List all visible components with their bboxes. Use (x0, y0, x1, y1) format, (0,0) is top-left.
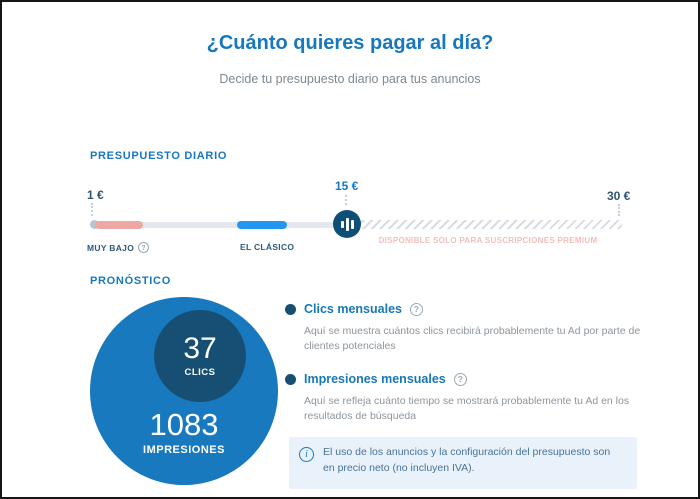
impressions-figure: 1083 IMPRESIONES (90, 409, 278, 456)
budget-section-label: PRESUPUESTO DIARIO (90, 150, 228, 162)
clicks-description: Aquí se muestra cuántos clics recibirá p… (304, 325, 641, 353)
tier-low-label: MUY BAJO ? (87, 242, 150, 253)
page-subtitle: Decide tu presupuesto diario para tus an… (219, 72, 481, 86)
budget-current-label: 15 € (335, 179, 359, 193)
max-tick-line (618, 204, 620, 216)
vat-info-box: i El uso de los anuncios y la configurac… (289, 437, 637, 489)
clicks-heading-row: Clics mensuales ? (285, 302, 423, 316)
clicks-heading: Clics mensuales (304, 302, 402, 316)
premium-locked-segment (354, 220, 622, 229)
current-tick-line (345, 195, 347, 205)
impressions-bubble: 37 CLICS 1083 IMPRESIONES (90, 297, 278, 485)
clicks-value: 37 (183, 332, 217, 365)
impressions-heading-row: Impresiones mensuales ? (285, 372, 467, 386)
vat-info-text: El uso de los anuncios y la configuració… (323, 446, 611, 474)
impressions-unit: IMPRESIONES (143, 444, 225, 456)
clicks-bubble: 37 CLICS (154, 310, 246, 402)
equalizer-icon (350, 219, 354, 229)
page-title: ¿Cuánto quieres pagar al día? (206, 32, 494, 54)
help-icon[interactable]: ? (453, 372, 467, 386)
budget-slider-handle[interactable] (333, 210, 361, 238)
help-icon[interactable]: ? (409, 302, 423, 316)
budget-max-label: 30 € (607, 189, 631, 203)
impressions-value: 1083 (149, 407, 219, 442)
impressions-heading: Impresiones mensuales (304, 372, 446, 386)
min-tick-line (91, 203, 93, 216)
impressions-bullet-icon (285, 373, 296, 385)
impressions-description: Aquí se refleja cuánto tiempo se mostrar… (304, 395, 630, 423)
slider-start-dot (90, 220, 99, 229)
clicks-unit: CLICS (184, 367, 216, 378)
tier-classic-label: EL CLÁSICO (240, 242, 294, 252)
forecast-section-label: PRONÓSTICO (90, 275, 171, 287)
clicks-bullet-icon (285, 303, 296, 315)
equalizer-icon (345, 217, 349, 231)
tier-low-text: MUY BAJO (87, 242, 135, 253)
premium-note: DISPONIBLE SOLO PARA SUSCRIPCIONES PREMI… (378, 236, 598, 245)
tier-classic-text: EL CLÁSICO (240, 242, 295, 252)
help-icon[interactable]: ? (138, 242, 150, 253)
tier-classic-segment[interactable] (237, 221, 287, 229)
equalizer-icon (340, 220, 344, 228)
budget-min-label: 1 € (87, 188, 104, 202)
info-icon: i (299, 447, 314, 462)
tier-low-segment[interactable] (95, 221, 143, 229)
